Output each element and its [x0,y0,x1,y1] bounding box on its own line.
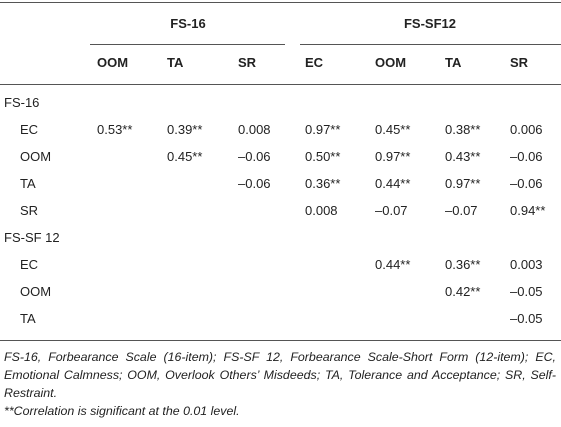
group-header: FS-16 [170,16,206,31]
cell: 0.39** [167,122,203,137]
cell: –0.06 [238,149,271,164]
cell: –0.07 [375,203,408,218]
row-label: EC [20,122,39,137]
cell: –0.05 [510,284,543,299]
column-header: TA [445,55,462,70]
column-header: TA [167,55,184,70]
cell: 0.45** [375,122,411,137]
cell: 0.53** [97,122,133,137]
top-rule [0,2,561,3]
column-header: EC [305,55,324,70]
cell: 0.42** [445,284,481,299]
row-label: SR [20,203,39,218]
cell: –0.06 [238,176,271,191]
group-header: FS-SF12 [403,16,457,31]
section-label: FS-16 [4,95,40,110]
header-rule [0,84,561,85]
row-label: OOM [20,149,52,164]
row-label: TA [20,176,36,191]
row-label: OOM [20,284,52,299]
cell: 0.97** [375,149,411,164]
cell: –0.05 [510,311,543,326]
footnote: FS-16, Forbearance Scale (16-item); FS-S… [4,350,556,400]
cell: 0.97** [445,176,481,191]
section-label: FS-SF 12 [4,230,60,245]
cell: 0.97** [305,122,341,137]
row-label: EC [20,257,39,272]
cell: 0.94** [510,203,546,218]
cell: 0.50** [305,149,341,164]
cell: 0.003 [510,257,543,272]
cell: –0.07 [445,203,478,218]
group-rule [90,44,285,45]
column-header: OOM [97,55,129,70]
row-label: TA [20,311,36,326]
cell: 0.008 [305,203,338,218]
cell: 0.43** [445,149,481,164]
cell: –0.06 [510,176,543,191]
cell: 0.008 [238,122,271,137]
cell: 0.38** [445,122,481,137]
column-header: OOM [375,55,407,70]
cell: 0.006 [510,122,543,137]
cell: 0.44** [375,176,411,191]
cell: 0.44** [375,257,411,272]
cell: 0.45** [167,149,203,164]
footnote: **Correlation is significant at the 0.01… [4,404,240,418]
cell: 0.36** [445,257,481,272]
group-rule [300,44,561,45]
bottom-rule [0,340,561,341]
cell: 0.36** [305,176,341,191]
column-header: SR [238,55,257,70]
cell: –0.06 [510,149,543,164]
column-header: SR [510,55,529,70]
